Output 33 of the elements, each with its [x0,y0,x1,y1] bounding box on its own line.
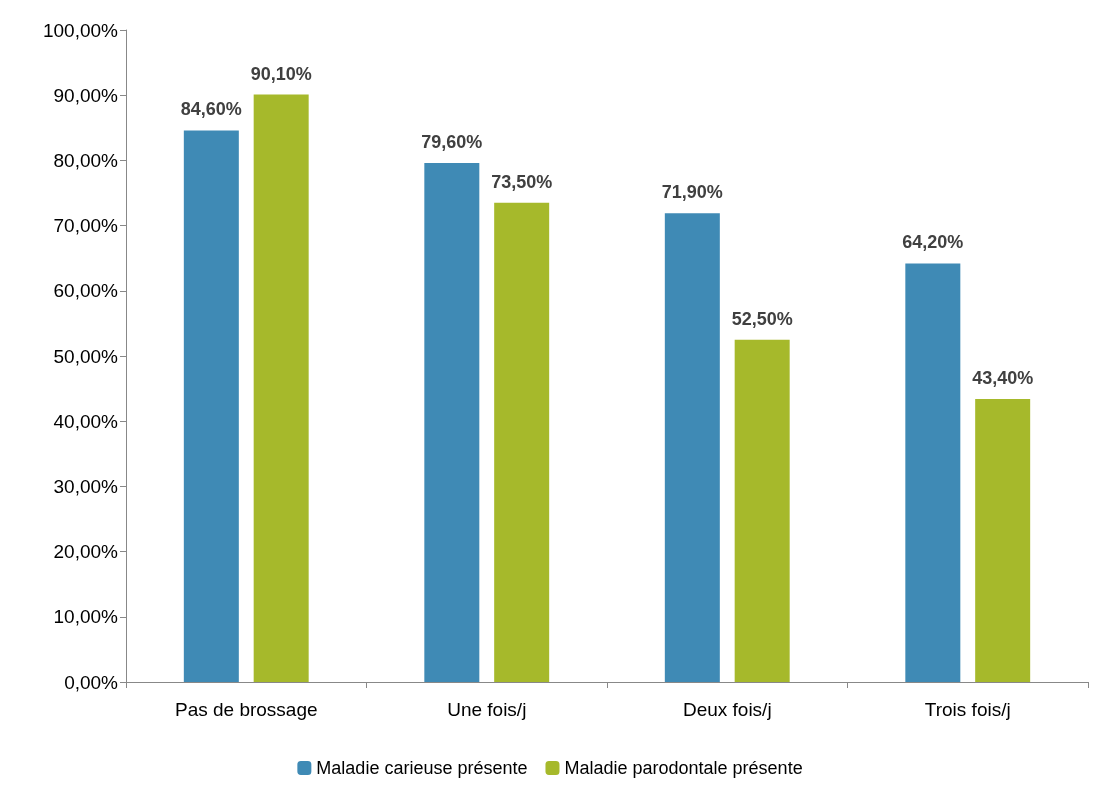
x-tick-label: Trois fois/j [924,699,1011,720]
bar [253,94,309,682]
y-tick-label: 80,00% [53,149,119,171]
legend-label: Maladie carieuse présente [316,758,528,778]
bar [664,213,720,682]
y-tick-label: 60,00% [53,280,119,302]
x-tick-label: Une fois/j [447,699,527,720]
data-label: 73,50% [491,171,553,192]
x-tick-label: Deux fois/j [682,699,772,720]
y-tick-label: 50,00% [53,345,119,367]
y-tick-label: 30,00% [53,475,119,497]
bar [905,263,961,682]
y-tick-label: 100,00% [42,19,119,41]
bar [424,163,480,682]
bar [975,399,1031,682]
data-label: 84,60% [180,99,242,120]
legend-label: Maladie parodontale présente [564,758,803,778]
data-label: 71,90% [661,182,723,203]
bar [734,339,790,682]
x-tick-label: Pas de brossage [174,699,318,720]
y-tick-label: 40,00% [53,410,119,432]
y-tick-label: 0,00% [64,671,119,693]
data-label: 64,20% [902,232,964,253]
data-label: 52,50% [731,308,793,329]
y-tick-label: 10,00% [53,606,119,628]
bar [494,202,550,682]
y-tick-label: 20,00% [53,541,119,563]
y-tick-label: 70,00% [53,215,119,237]
y-tick-label: 90,00% [53,84,119,106]
data-label: 90,10% [250,63,312,84]
bar [183,130,239,682]
data-label: 79,60% [421,132,483,153]
data-label: 43,40% [972,368,1034,389]
